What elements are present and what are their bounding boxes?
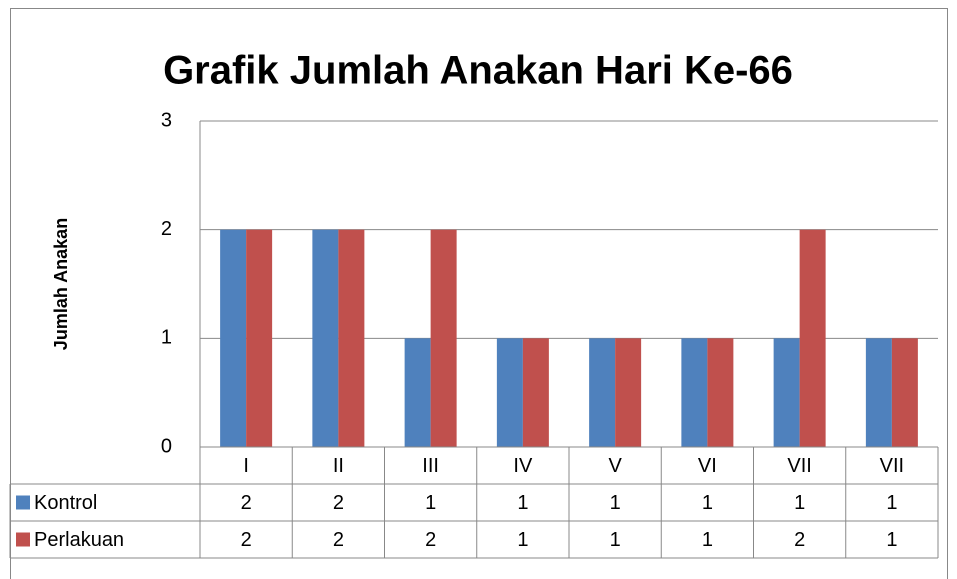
table-value: 1 — [702, 529, 713, 551]
chart-title: Grafik Jumlah Anakan Hari Ke-66 — [163, 49, 793, 93]
bar — [496, 338, 523, 447]
table-value: 1 — [517, 492, 528, 514]
table-value: 1 — [425, 492, 436, 514]
bar — [246, 229, 273, 447]
table-value: 2 — [425, 529, 436, 551]
table-value: 1 — [610, 529, 621, 551]
bar — [865, 338, 892, 447]
bar — [220, 229, 247, 447]
x-tick-label: VII — [787, 455, 811, 477]
bar — [773, 338, 800, 447]
table-value: 1 — [886, 492, 897, 514]
table-value: 2 — [794, 529, 805, 551]
table-value: 2 — [333, 492, 344, 514]
table-value: 1 — [702, 492, 713, 514]
x-tick-label: VII — [880, 455, 904, 477]
table-value: 1 — [886, 529, 897, 551]
bar — [681, 338, 708, 447]
y-tick-label: 2 — [161, 218, 172, 240]
bar — [312, 229, 339, 447]
y-tick-label: 1 — [161, 327, 172, 349]
table-value: 2 — [241, 529, 252, 551]
legend-swatch — [16, 532, 30, 547]
x-tick-label: I — [243, 455, 249, 477]
bar — [338, 229, 365, 447]
y-axis-label: Jumlah Anakan — [51, 218, 71, 350]
y-tick-label: 3 — [161, 109, 172, 131]
legend-swatch — [16, 495, 30, 510]
x-tick-label: IV — [513, 455, 533, 477]
bar — [707, 338, 734, 447]
legend-label: Kontrol — [34, 492, 97, 514]
bar — [615, 338, 642, 447]
table-value: 1 — [794, 492, 805, 514]
x-tick-label: VI — [698, 455, 717, 477]
legend-label: Perlakuan — [34, 529, 124, 551]
bar — [891, 338, 918, 447]
x-tick-label: II — [333, 455, 344, 477]
bar — [799, 229, 826, 447]
bar — [522, 338, 549, 447]
x-tick-label: V — [608, 455, 622, 477]
table-value: 2 — [241, 492, 252, 514]
x-tick-label: III — [422, 455, 439, 477]
bar — [404, 338, 431, 447]
table-value: 1 — [517, 529, 528, 551]
bar — [430, 229, 457, 447]
table-value: 2 — [333, 529, 344, 551]
bar — [589, 338, 616, 447]
table-value: 1 — [610, 492, 621, 514]
y-tick-label: 0 — [161, 435, 172, 457]
